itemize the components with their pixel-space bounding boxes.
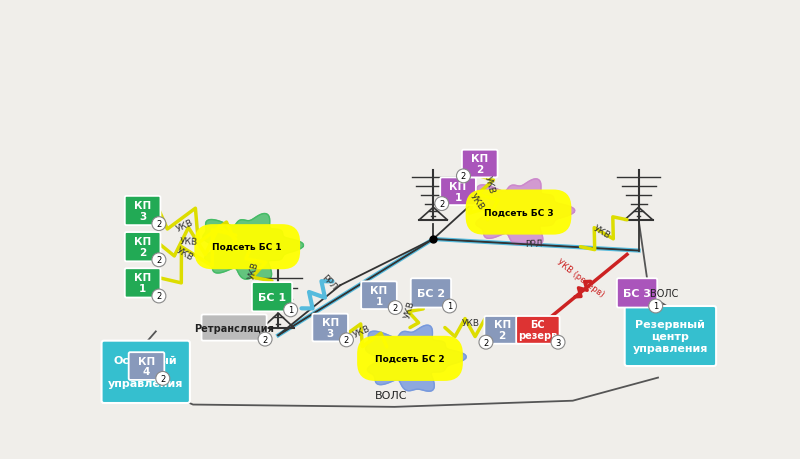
FancyBboxPatch shape <box>410 279 451 308</box>
Text: КП
4: КП 4 <box>138 356 155 377</box>
Text: КП
3: КП 3 <box>322 318 339 338</box>
Text: КП
2: КП 2 <box>134 237 151 257</box>
Text: ВОЛС: ВОЛС <box>650 288 678 298</box>
Text: КП
2: КП 2 <box>494 320 511 341</box>
FancyBboxPatch shape <box>252 282 292 312</box>
Text: БС 2: БС 2 <box>417 288 445 298</box>
FancyBboxPatch shape <box>125 269 161 298</box>
Polygon shape <box>366 325 466 392</box>
Text: Подсеть БС 1: Подсеть БС 1 <box>213 243 282 252</box>
FancyBboxPatch shape <box>102 341 190 403</box>
FancyBboxPatch shape <box>516 316 559 344</box>
Circle shape <box>649 299 662 313</box>
Text: КП
1: КП 1 <box>134 273 151 294</box>
FancyBboxPatch shape <box>617 279 658 308</box>
Text: УКВ: УКВ <box>403 299 417 319</box>
Text: УКВ: УКВ <box>175 218 195 234</box>
FancyBboxPatch shape <box>440 178 476 206</box>
Text: УКВ: УКВ <box>180 236 198 246</box>
Text: 2: 2 <box>262 335 268 344</box>
Text: УКВ (резерв): УКВ (резерв) <box>555 257 606 298</box>
FancyBboxPatch shape <box>312 314 348 341</box>
Text: 2: 2 <box>439 200 445 209</box>
Text: УКВ: УКВ <box>592 224 612 240</box>
Text: КП
1: КП 1 <box>370 285 388 306</box>
Text: Основный
центр
управления: Основный центр управления <box>108 355 183 389</box>
FancyBboxPatch shape <box>485 316 520 344</box>
Circle shape <box>457 169 470 184</box>
Circle shape <box>479 336 493 349</box>
FancyBboxPatch shape <box>129 353 164 380</box>
Circle shape <box>258 332 272 346</box>
Circle shape <box>284 303 298 317</box>
Circle shape <box>339 333 354 347</box>
FancyBboxPatch shape <box>625 306 716 366</box>
Text: БС
резерв: БС резерв <box>518 320 558 341</box>
Text: УКВ: УКВ <box>462 318 479 327</box>
Circle shape <box>388 301 402 315</box>
Text: КП
1: КП 1 <box>450 181 466 202</box>
Text: ВОЛС: ВОЛС <box>374 390 407 400</box>
Text: КП
2: КП 2 <box>471 154 488 174</box>
Text: РРЛ: РРЛ <box>525 239 543 248</box>
Text: 1: 1 <box>653 302 658 311</box>
Text: 2: 2 <box>160 374 166 383</box>
Text: Резервный
центр
управления: Резервный центр управления <box>633 319 708 353</box>
Text: Подсеть БС 3: Подсеть БС 3 <box>484 208 554 217</box>
FancyBboxPatch shape <box>462 151 498 178</box>
Text: 3: 3 <box>555 338 561 347</box>
Text: Подсеть БС 2: Подсеть БС 2 <box>375 354 445 363</box>
Text: 2: 2 <box>156 292 162 301</box>
Polygon shape <box>474 179 574 246</box>
Text: 2: 2 <box>156 219 162 229</box>
Text: 2: 2 <box>483 338 489 347</box>
Text: 1: 1 <box>288 306 294 315</box>
Text: 2: 2 <box>156 256 162 265</box>
Text: КП
3: КП 3 <box>134 201 151 221</box>
FancyBboxPatch shape <box>125 196 161 226</box>
Circle shape <box>435 197 449 211</box>
FancyBboxPatch shape <box>125 233 161 262</box>
Text: БС 1: БС 1 <box>258 292 286 302</box>
Text: 2: 2 <box>344 336 349 345</box>
FancyBboxPatch shape <box>202 315 266 341</box>
Circle shape <box>152 253 166 267</box>
Text: УКВ: УКВ <box>246 260 260 280</box>
Text: РРЛ: РРЛ <box>319 272 338 291</box>
Text: БС 3: БС 3 <box>623 288 651 298</box>
Circle shape <box>442 299 457 313</box>
Polygon shape <box>203 214 303 280</box>
Text: УКВ: УКВ <box>483 174 497 194</box>
Circle shape <box>152 290 166 303</box>
Text: 1: 1 <box>447 302 452 311</box>
Text: УКВ: УКВ <box>469 191 486 211</box>
Circle shape <box>551 336 565 349</box>
Text: Ретрансляция: Ретрансляция <box>194 323 274 333</box>
Text: 2: 2 <box>461 172 466 181</box>
Circle shape <box>152 217 166 231</box>
Text: УКВ: УКВ <box>175 245 195 262</box>
Circle shape <box>156 372 170 386</box>
Text: 2: 2 <box>393 303 398 313</box>
FancyBboxPatch shape <box>361 282 397 309</box>
Text: УКВ: УКВ <box>352 324 372 340</box>
